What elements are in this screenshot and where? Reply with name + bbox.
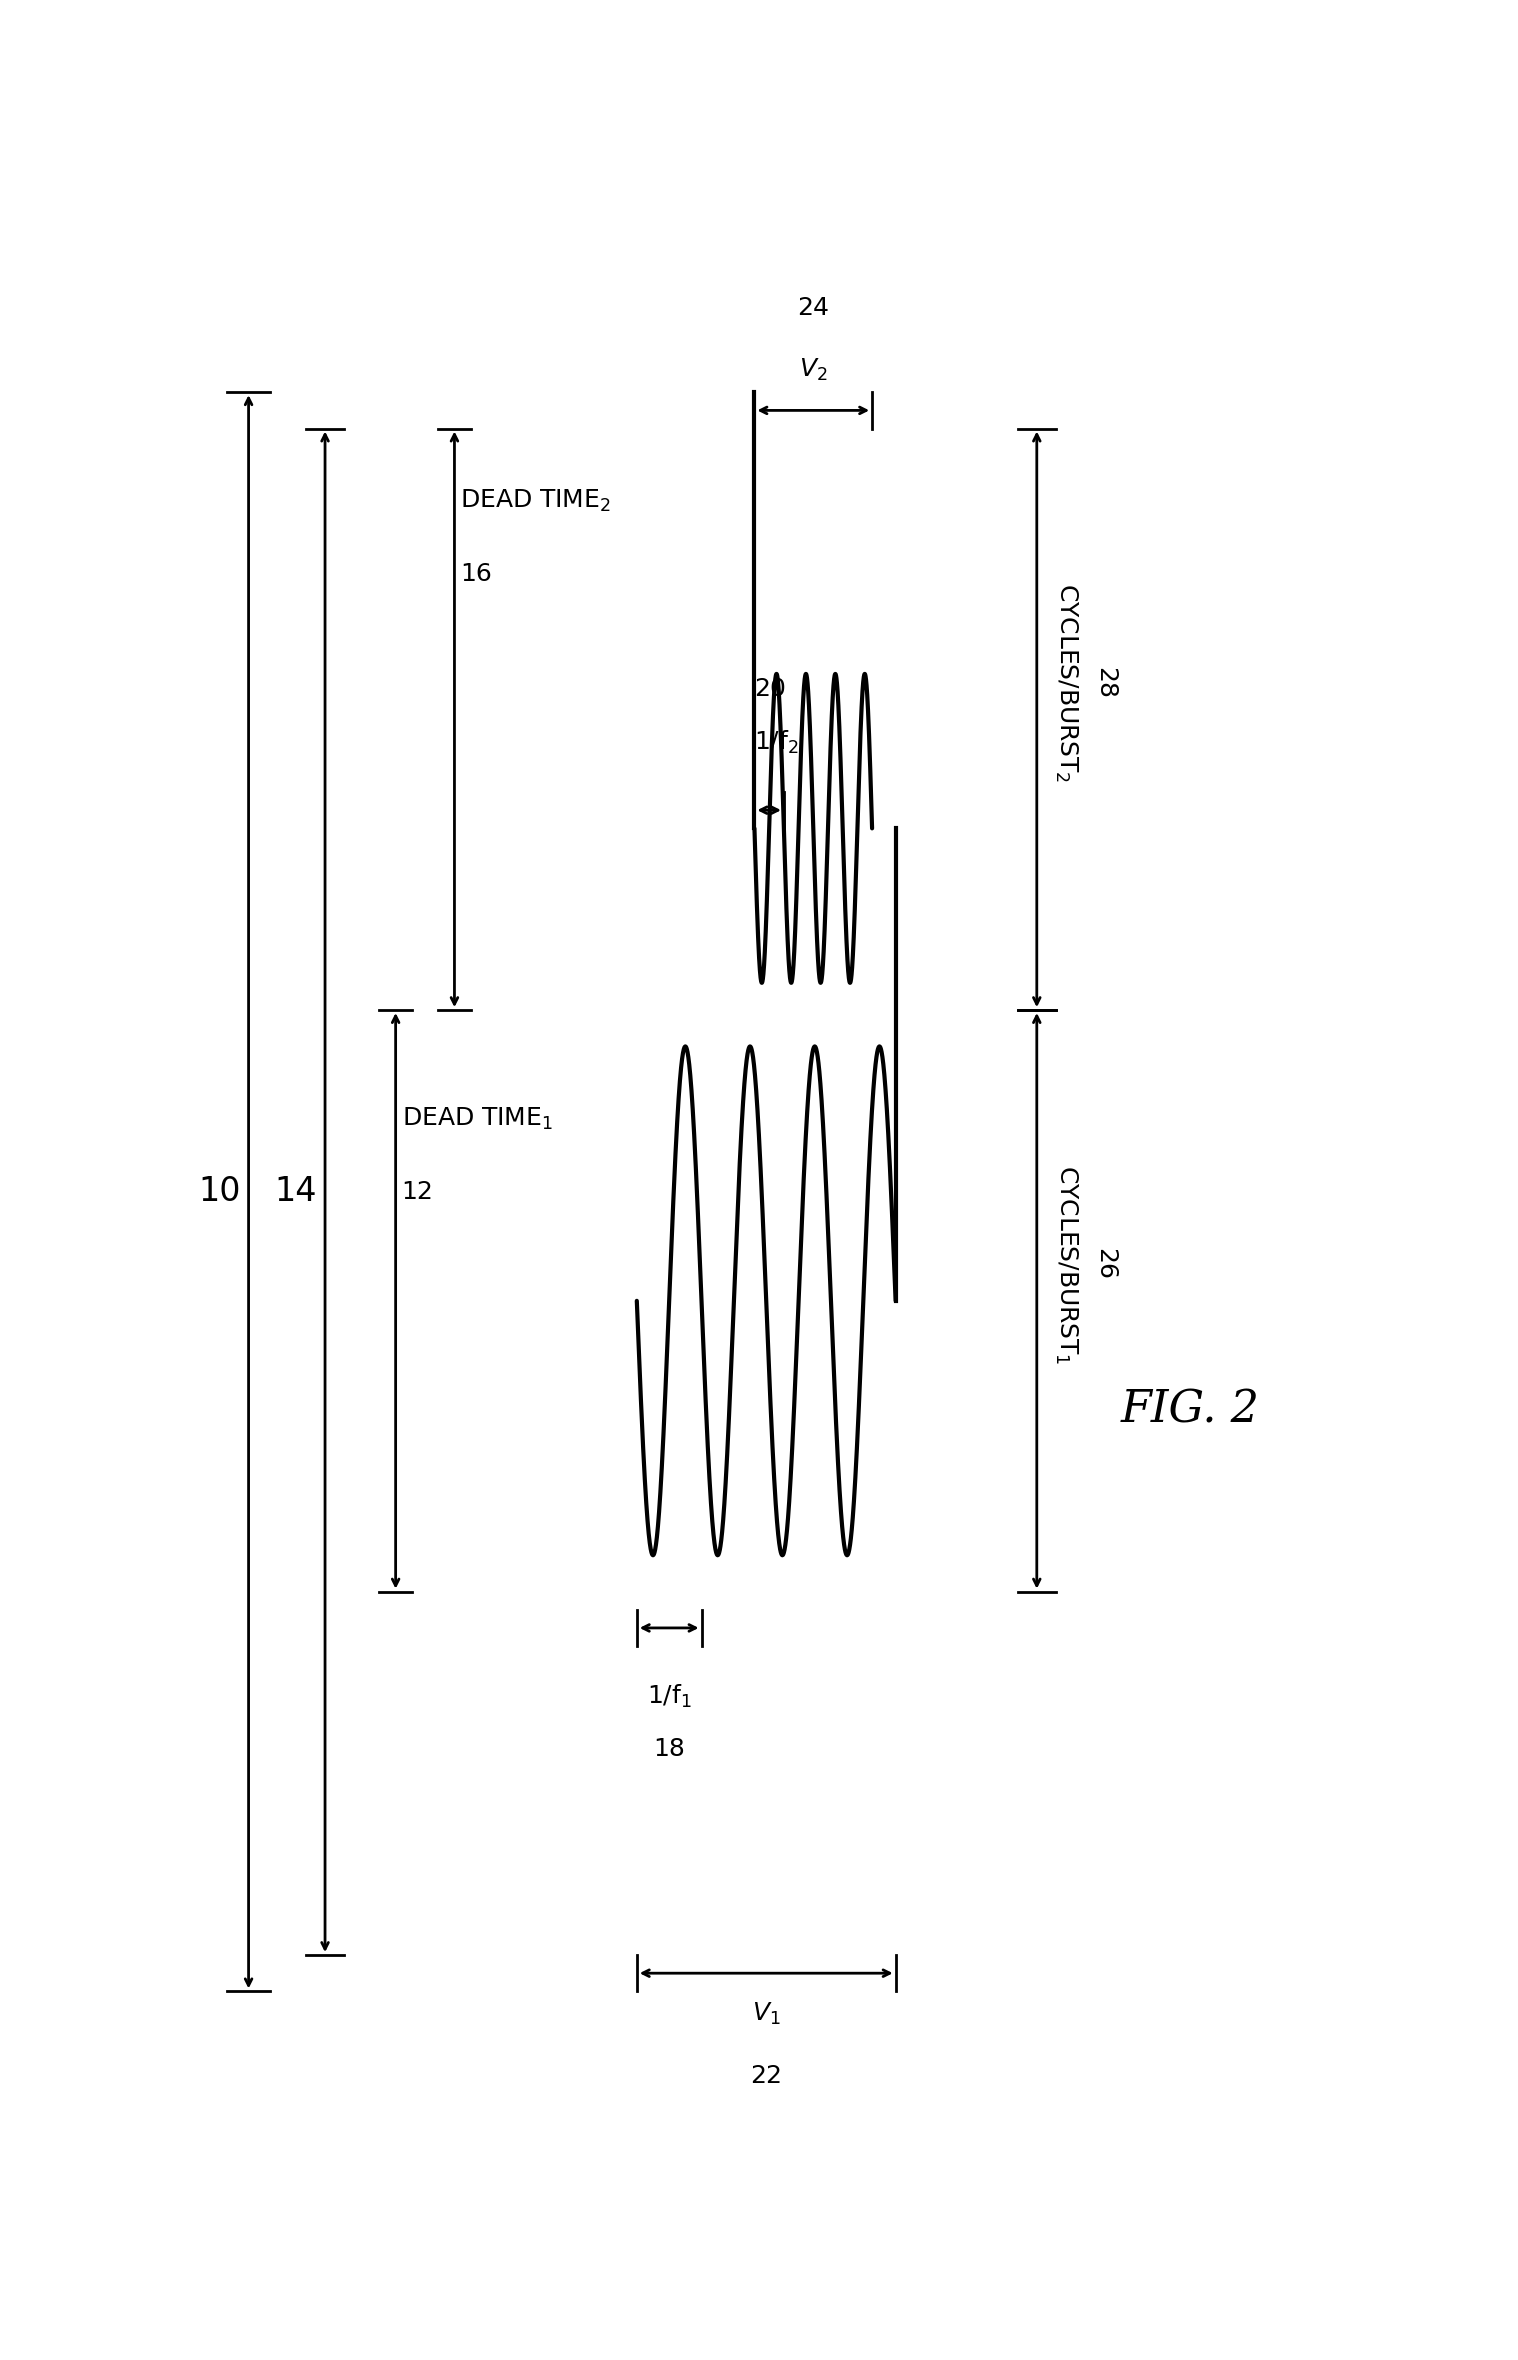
Text: 22: 22 (750, 2065, 782, 2089)
Text: 14: 14 (275, 1175, 317, 1208)
Text: 18: 18 (653, 1737, 685, 1761)
Text: FIG. 2: FIG. 2 (1120, 1388, 1260, 1433)
Text: 12: 12 (401, 1180, 433, 1204)
Text: 10: 10 (197, 1175, 240, 1208)
Text: 26: 26 (1093, 1248, 1117, 1281)
Text: CYCLES/BURST$_2$: CYCLES/BURST$_2$ (1053, 583, 1079, 784)
Text: 1/f$_2$: 1/f$_2$ (754, 729, 798, 755)
Text: 28: 28 (1093, 668, 1117, 699)
Text: DEAD TIME$_1$: DEAD TIME$_1$ (401, 1107, 553, 1133)
Text: 24: 24 (797, 295, 829, 319)
Text: CYCLES/BURST$_1$: CYCLES/BURST$_1$ (1053, 1166, 1079, 1364)
Text: DEAD TIME$_2$: DEAD TIME$_2$ (460, 489, 612, 514)
Text: 20: 20 (754, 677, 786, 701)
Text: 16: 16 (460, 562, 492, 585)
Text: V$_1$: V$_1$ (751, 2001, 780, 2027)
Text: 1/f$_1$: 1/f$_1$ (647, 1683, 692, 1709)
Text: V$_2$: V$_2$ (798, 356, 827, 382)
